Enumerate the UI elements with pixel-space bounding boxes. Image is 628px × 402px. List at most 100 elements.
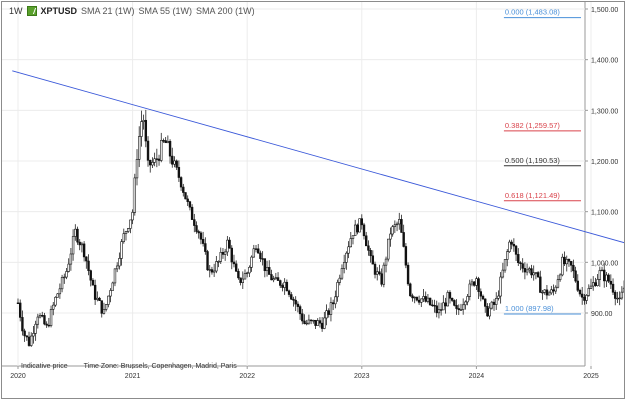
candle-body <box>530 268 533 276</box>
candle-body <box>179 177 183 188</box>
candle-body <box>585 295 588 301</box>
candle-body <box>622 287 624 293</box>
y-tick-label: 1,400.00 <box>591 58 618 65</box>
candle-body <box>378 271 381 275</box>
candles <box>16 109 624 347</box>
candle-body <box>85 256 88 262</box>
candle-body <box>243 273 247 280</box>
candle-body <box>162 140 165 142</box>
candle-body <box>525 269 529 273</box>
candle-body <box>607 274 610 282</box>
candle-body <box>303 320 306 324</box>
candle-body <box>131 212 134 221</box>
trendline-layer <box>12 70 624 244</box>
candle-body <box>358 218 361 233</box>
candle-body <box>563 256 566 265</box>
candle-body <box>254 248 258 250</box>
candle-body <box>63 276 66 279</box>
candle-body <box>422 296 425 300</box>
candle-body <box>442 302 445 311</box>
candle-body <box>484 298 487 307</box>
candle-body <box>380 273 383 285</box>
candle-body <box>506 251 509 260</box>
timezone-note: Time Zone: Brussels, Copenhagen, Madrid,… <box>83 363 237 370</box>
candle-body <box>594 282 597 286</box>
candle-body <box>587 288 590 296</box>
candle-body <box>495 298 498 305</box>
indicator-sma21[interactable]: SMA 21 (1W) <box>81 6 135 16</box>
candle-body <box>536 272 540 278</box>
candle-body <box>356 224 359 233</box>
candle-body <box>519 262 522 264</box>
candle-body <box>133 177 137 213</box>
indicator-sma55[interactable]: SMA 55 (1W) <box>138 6 193 16</box>
candle-body <box>497 295 500 299</box>
candle-body <box>285 281 289 292</box>
candle-body <box>618 297 621 300</box>
candle-body <box>461 304 465 310</box>
candle-body <box>457 308 460 310</box>
candle-body <box>561 256 564 276</box>
candle-body <box>499 276 502 297</box>
y-tick-label: 1,300.00 <box>591 108 618 115</box>
chart-footer: Indicative price Time Zone: Brussels, Co… <box>21 363 237 370</box>
candle-body <box>140 121 143 137</box>
candle-body <box>424 296 427 302</box>
candle-body <box>155 158 159 160</box>
indicator-sma200[interactable]: SMA 200 (1W) <box>196 6 255 16</box>
candle-body <box>479 291 483 297</box>
candle-body <box>512 243 516 247</box>
candle-body <box>69 253 73 265</box>
candle-body <box>420 298 423 303</box>
candle-body <box>182 186 185 193</box>
candle-body <box>541 291 544 294</box>
candle-body <box>360 218 363 226</box>
candle-body <box>21 317 24 332</box>
indicative-price-note: Indicative price <box>21 363 68 370</box>
candle-body <box>135 159 139 179</box>
chart-header: 1W XPTUSD SMA 21 (1W) SMA 55 (1W) SMA 20… <box>9 6 255 16</box>
candle-body <box>545 289 549 296</box>
candle-body <box>365 235 368 247</box>
candle-body <box>173 160 176 165</box>
candle-body <box>184 192 187 200</box>
candle-body <box>406 264 410 285</box>
candle-body <box>36 316 40 325</box>
candle-body <box>16 302 20 304</box>
candle-body <box>583 296 586 301</box>
candle-body <box>210 269 214 273</box>
candle-body <box>488 307 491 317</box>
timeframe-label[interactable]: 1W <box>9 6 23 16</box>
candle-body <box>309 319 313 322</box>
candle-body <box>232 261 236 265</box>
candle-body <box>19 302 22 318</box>
candle-body <box>400 219 403 233</box>
candle-body <box>523 268 527 273</box>
candle-body <box>534 272 538 274</box>
candle-body <box>521 263 524 269</box>
candle-body <box>395 223 399 226</box>
candle-body <box>250 256 253 268</box>
candle-body <box>49 309 53 326</box>
price-chart[interactable]: 0.000 (1,483.08) 0.382 (1,259.57) 0.500 (1… <box>2 2 624 398</box>
descending-trendline <box>12 70 624 244</box>
candle-body <box>312 319 315 322</box>
candle-body <box>453 300 456 306</box>
candle-body <box>448 292 452 299</box>
candle-body <box>347 246 350 254</box>
candle-body <box>204 243 207 252</box>
candle-body <box>503 259 507 271</box>
candle-body <box>459 309 463 311</box>
candle-body <box>54 296 57 306</box>
candle-body <box>80 243 84 246</box>
candle-body <box>67 263 70 272</box>
candle-body <box>389 233 392 240</box>
candle-body <box>340 268 344 279</box>
candle-body <box>464 301 467 306</box>
candle-body <box>104 304 108 310</box>
candle-body <box>596 279 599 286</box>
candle-body <box>279 280 282 286</box>
fib-level-label: 0.000 (1,483.08) <box>505 8 561 17</box>
candle-body <box>428 297 432 306</box>
symbol-label[interactable]: XPTUSD <box>40 6 78 16</box>
